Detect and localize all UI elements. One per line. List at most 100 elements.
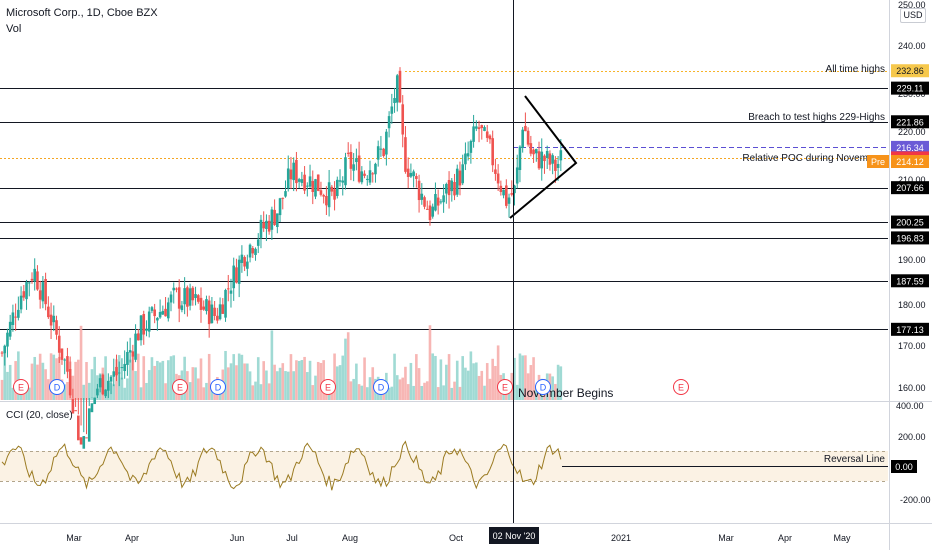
earnings-marker[interactable]: E <box>673 379 689 395</box>
volume-bar <box>295 360 298 400</box>
volume-bar <box>90 369 94 400</box>
time-axis-labels: Mar Apr Jun Jul Aug Oct 2021 Mar Apr May <box>66 533 851 543</box>
candle-body <box>352 164 355 171</box>
event-marker-circle <box>497 379 513 395</box>
volume-bar <box>496 345 500 400</box>
candle-body <box>196 295 200 302</box>
dividend-marker[interactable]: D <box>49 379 65 395</box>
volume-bar <box>38 353 42 400</box>
price-badge-216.34 <box>891 140 929 154</box>
premarket-tag: Pre <box>871 157 885 167</box>
candle-body <box>161 310 165 315</box>
event-marker-letter: E <box>678 383 684 393</box>
candle-body <box>229 290 233 294</box>
volume-bar <box>425 381 429 400</box>
candle-body <box>17 309 20 318</box>
dividend-marker[interactable]: D <box>373 379 389 395</box>
candle-body <box>27 282 31 284</box>
time-label: 2021 <box>611 533 631 543</box>
volume-bar <box>401 377 405 400</box>
event-marker-circle <box>172 379 188 395</box>
candle-body <box>232 265 236 289</box>
price-badge-text: 200.25 <box>896 218 924 228</box>
candle-body <box>472 126 475 142</box>
candle-body <box>82 436 86 449</box>
candle-body <box>191 287 195 301</box>
volume-bar <box>235 365 238 400</box>
price-badge-text: 229.11 <box>897 84 924 94</box>
price-badge-177.13 <box>891 322 929 336</box>
volume-bar <box>254 381 257 400</box>
price-badge-text: 232.86 <box>896 66 924 76</box>
candle-body <box>41 282 45 302</box>
horizontal-levels <box>0 71 888 330</box>
candle-body <box>224 289 227 318</box>
candle-body <box>55 320 58 335</box>
volume-bar <box>240 354 244 400</box>
price-badge-229.11 <box>891 81 929 95</box>
november-begins-label: November Begins <box>518 386 613 400</box>
volume-bar <box>156 360 159 400</box>
event-marker-circle <box>535 379 551 395</box>
earnings-marker[interactable]: E <box>497 379 513 395</box>
currency-unit-button[interactable]: USD <box>900 8 926 23</box>
candle-body <box>63 359 66 361</box>
volume-bar <box>483 385 486 400</box>
volume-bar <box>529 365 533 400</box>
volume-bar <box>202 387 206 400</box>
candle-body <box>104 389 107 397</box>
candle-body <box>36 271 39 290</box>
triangle-drawing[interactable] <box>509 95 578 219</box>
volume-bar <box>420 385 424 400</box>
candle-body <box>153 309 156 317</box>
candle-body <box>532 149 535 155</box>
reversal-line-label: Reversal Line <box>824 454 886 465</box>
candle-body <box>145 328 148 331</box>
candle-body <box>213 307 216 316</box>
volume-bar <box>455 360 459 400</box>
volume-bar <box>450 387 454 400</box>
candle-body <box>289 169 293 180</box>
candle-body <box>101 374 105 395</box>
volume-bar <box>131 354 135 400</box>
volume-bar <box>428 325 432 400</box>
candle-body <box>556 163 560 168</box>
earnings-marker[interactable]: E <box>320 379 336 395</box>
dividend-marker[interactable]: D <box>210 379 226 395</box>
volume-bar <box>142 356 146 400</box>
volume-bar <box>398 379 402 400</box>
candle-body <box>66 356 69 372</box>
price-badge-text: 177.13 <box>896 325 924 335</box>
candle-body <box>319 190 323 195</box>
volume-bar <box>335 366 339 400</box>
volume-bar <box>47 379 50 400</box>
event-marker-circle <box>210 379 226 395</box>
volume-bar <box>229 363 233 400</box>
volume-bar <box>183 356 186 400</box>
earnings-marker[interactable]: E <box>172 379 188 395</box>
candle-body <box>420 193 424 200</box>
volume-bar <box>292 371 295 400</box>
dividend-marker[interactable]: D <box>535 379 551 395</box>
price-badge-207.66 <box>891 181 929 195</box>
volume-bar <box>82 384 86 400</box>
volume-bar <box>30 363 34 400</box>
volume-bar <box>85 362 88 400</box>
volume-bar <box>262 361 265 400</box>
volume-bar <box>11 387 15 400</box>
candle-body <box>401 104 405 135</box>
volume-bar <box>196 378 200 400</box>
volume-bar <box>52 354 56 400</box>
candle-body <box>494 169 497 174</box>
candle-body <box>11 312 15 325</box>
price-tick: 210.00 <box>898 175 926 185</box>
candle-body <box>22 291 26 298</box>
candle-body <box>491 138 494 166</box>
volume-bar <box>259 384 263 400</box>
candle-body <box>485 131 489 138</box>
candle-body <box>374 163 377 175</box>
earnings-marker[interactable]: E <box>13 379 29 395</box>
volume-bar <box>338 365 342 400</box>
